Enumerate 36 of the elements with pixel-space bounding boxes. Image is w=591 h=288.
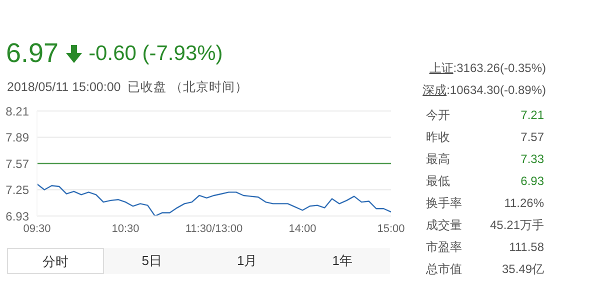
text: 35.49亿 [502,261,544,278]
text: 7.57 [520,129,544,146]
x-tick-label: 14:00 [288,222,316,235]
x-tick-label: 11:30/13:00 [185,222,243,235]
text: 成交量 [426,217,462,234]
y-tick-label: 7.25 [6,183,30,198]
text: 45.21万手 [490,217,544,234]
text: 7.21 [520,107,544,124]
chart-title: 6.97 [6,38,59,69]
line-series [37,183,391,216]
text: 1月 [236,252,258,270]
x-tick-label: 15:00 [377,222,405,235]
text: 总市值 [426,261,462,278]
text: 深成 [422,83,447,97]
y-tick-label: 8.21 [6,104,30,118]
text: -0.60 (-7.93%) [88,42,223,66]
text: 6.93 [520,173,544,190]
text: 昨收 [426,129,450,146]
text: 11.26% [504,195,544,212]
text: 5日 [140,252,163,270]
x-tick-label: 09:30 [23,222,51,235]
text: 市盈率 [426,239,462,256]
text: 换手率 [426,195,462,212]
text: 上证 [429,61,454,75]
text: 分时 [7,248,104,274]
text: 最高 [426,151,450,168]
y-tick-label: 7.89 [6,130,30,145]
text: 7.33 [520,151,544,168]
x-tick-label: 10:30 [112,222,140,235]
text: 111.58 [509,239,544,256]
chart-subtitle: 2018/05/11 15:00:00 已收盘 （北京时间） [7,79,248,96]
text: 今开 [426,107,450,124]
y-tick-label: 6.93 [6,209,30,224]
y-tick-label: 7.57 [6,156,30,171]
text: 最低 [426,173,450,190]
text: 1年 [331,252,354,270]
